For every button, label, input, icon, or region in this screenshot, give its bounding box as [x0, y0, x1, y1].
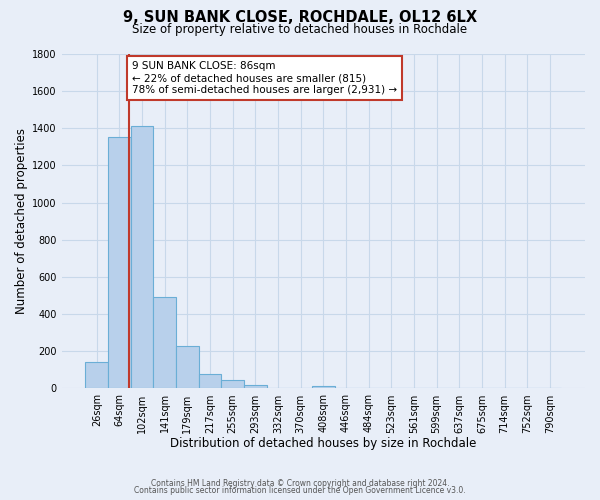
Text: 9, SUN BANK CLOSE, ROCHDALE, OL12 6LX: 9, SUN BANK CLOSE, ROCHDALE, OL12 6LX [123, 10, 477, 25]
Text: 9 SUN BANK CLOSE: 86sqm
← 22% of detached houses are smaller (815)
78% of semi-d: 9 SUN BANK CLOSE: 86sqm ← 22% of detache… [132, 62, 397, 94]
Y-axis label: Number of detached properties: Number of detached properties [15, 128, 28, 314]
Bar [312, 386, 335, 388]
Bar [176, 346, 199, 389]
Bar [244, 385, 266, 388]
Bar [221, 380, 244, 388]
Text: Contains HM Land Registry data © Crown copyright and database right 2024.: Contains HM Land Registry data © Crown c… [151, 478, 449, 488]
Text: Size of property relative to detached houses in Rochdale: Size of property relative to detached ho… [133, 22, 467, 36]
X-axis label: Distribution of detached houses by size in Rochdale: Distribution of detached houses by size … [170, 437, 476, 450]
Bar [154, 298, 176, 388]
Bar [85, 362, 108, 388]
Bar [108, 136, 131, 388]
Text: Contains public sector information licensed under the Open Government Licence v3: Contains public sector information licen… [134, 486, 466, 495]
Bar [199, 374, 221, 388]
Bar [131, 126, 154, 388]
